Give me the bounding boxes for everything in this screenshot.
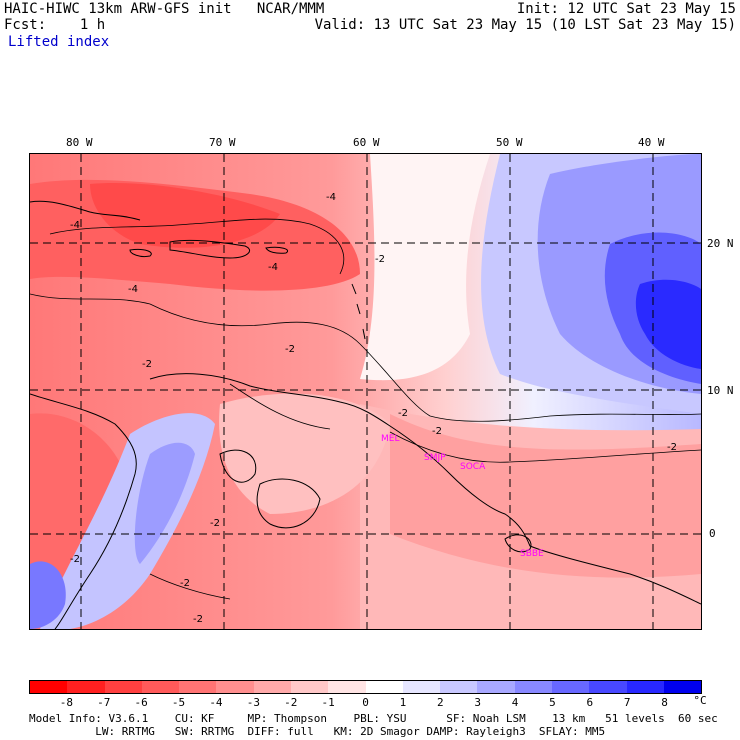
colorbar-cell (216, 681, 254, 693)
colorbar-cell (328, 681, 366, 693)
colorbar-cell (626, 681, 664, 693)
colorbar-tick-label: 0 (362, 696, 369, 709)
contour-label: -4 (268, 262, 278, 273)
model-title: HAIC-HIWC 13km ARW-GFS init NCAR/MMM (4, 1, 325, 17)
contour-label: -2 (285, 344, 295, 355)
station-label: SMJP (424, 453, 446, 463)
model-info-line1: Model Info: V3.6.1 CU: KF MP: Thompson P… (29, 712, 718, 725)
amazon-weak-zone (219, 393, 390, 514)
forecast-hour: Fcst: 1 h (4, 17, 106, 33)
contour-label: -2 (210, 518, 220, 529)
colorbar-tick-label: 4 (511, 696, 519, 709)
lat-lon-grid (30, 154, 701, 629)
colorbar-cell (253, 681, 291, 693)
contour-label: -2 (432, 426, 442, 437)
lat-label-10n: 10 N (707, 384, 734, 397)
lat-label-20n: 20 N (707, 237, 734, 250)
contour-label: -4 (70, 220, 80, 231)
station-label: MEL (381, 434, 399, 444)
contour-label: -2 (398, 408, 408, 419)
valid-time: Valid: 13 UTC Sat 23 May 15 (10 LST Sat … (314, 17, 736, 33)
colorbar-cell (104, 681, 142, 693)
colorbar-tick-label: 3 (474, 696, 481, 709)
lat-label-0: 0 (709, 527, 716, 540)
colorbar-tick-label: 2 (436, 696, 444, 709)
colorbar-tick-label: 1 (399, 696, 407, 709)
contour-label: -2 (193, 614, 203, 625)
colorbar-tick-label: 7 (623, 696, 631, 709)
colorbar-tick-label: -5 (171, 696, 186, 709)
colorbar-tick-label: -4 (209, 696, 223, 709)
colorbar-tick-label: -7 (97, 696, 111, 709)
colorbar-cell (30, 681, 68, 693)
colorbar (29, 680, 702, 694)
contour-label: -2 (667, 442, 677, 453)
contour-label: -2 (375, 254, 385, 265)
colorbar-cell (440, 681, 478, 693)
colorbar-tick-label: -2 (284, 696, 298, 709)
contour-label: -4 (326, 192, 336, 203)
colorbar-cell (290, 681, 329, 693)
station-label: SBBE (520, 549, 544, 559)
station-label: SOCA (460, 462, 486, 472)
colorbar-tick-label: -6 (134, 696, 148, 709)
colorbar-cell (589, 681, 627, 693)
init-time: Init: 12 UTC Sat 23 May 15 (516, 1, 736, 17)
lon-label-70w: 70 W (209, 136, 236, 149)
colorbar-tick-label: -8 (59, 696, 73, 709)
caribbean-core (90, 183, 280, 248)
lifted-index-map: -4 -4 -4 -4 -2 -2 -2 -2 -2 -2 -2 -2 -2 -… (29, 153, 702, 630)
pacific-stable-patch (30, 561, 66, 629)
lon-label-80w: 80 W (66, 136, 93, 149)
contour-label: -2 (70, 554, 80, 565)
contour-lines (30, 218, 701, 600)
colorbar-tick-label: 8 (661, 696, 668, 709)
colorbar-cell (179, 681, 217, 693)
colorbar-cell (365, 681, 403, 693)
lon-label-40w: 40 W (638, 136, 665, 149)
contour-label: -2 (142, 359, 152, 370)
contour-label: -2 (180, 578, 190, 589)
coastlines (30, 200, 701, 629)
colorbar-cell (514, 681, 552, 693)
colorbar-cell (663, 681, 702, 693)
colorbar-tick-label: -3 (246, 696, 260, 709)
colorbar-cell (141, 681, 180, 693)
contour-label: -4 (128, 284, 138, 295)
lon-label-60w: 60 W (353, 136, 380, 149)
colorbar-tick-label: -1 (321, 696, 335, 709)
field-name: Lifted index (8, 34, 110, 50)
model-info-line2: LW: RRTMG SW: RRTMG DIFF: full KM: 2D Sm… (29, 725, 606, 738)
colorbar-cell (551, 681, 590, 693)
colorbar-tick-label: 5 (549, 696, 556, 709)
neutral-band (360, 154, 490, 381)
lon-label-50w: 50 W (496, 136, 523, 149)
colorbar-unit: °C (693, 694, 707, 707)
colorbar-cell (477, 681, 515, 693)
colorbar-cell (67, 681, 105, 693)
stable-region-core (635, 279, 701, 369)
colorbar-cell (402, 681, 441, 693)
colorbar-tick-label: 6 (586, 696, 594, 709)
